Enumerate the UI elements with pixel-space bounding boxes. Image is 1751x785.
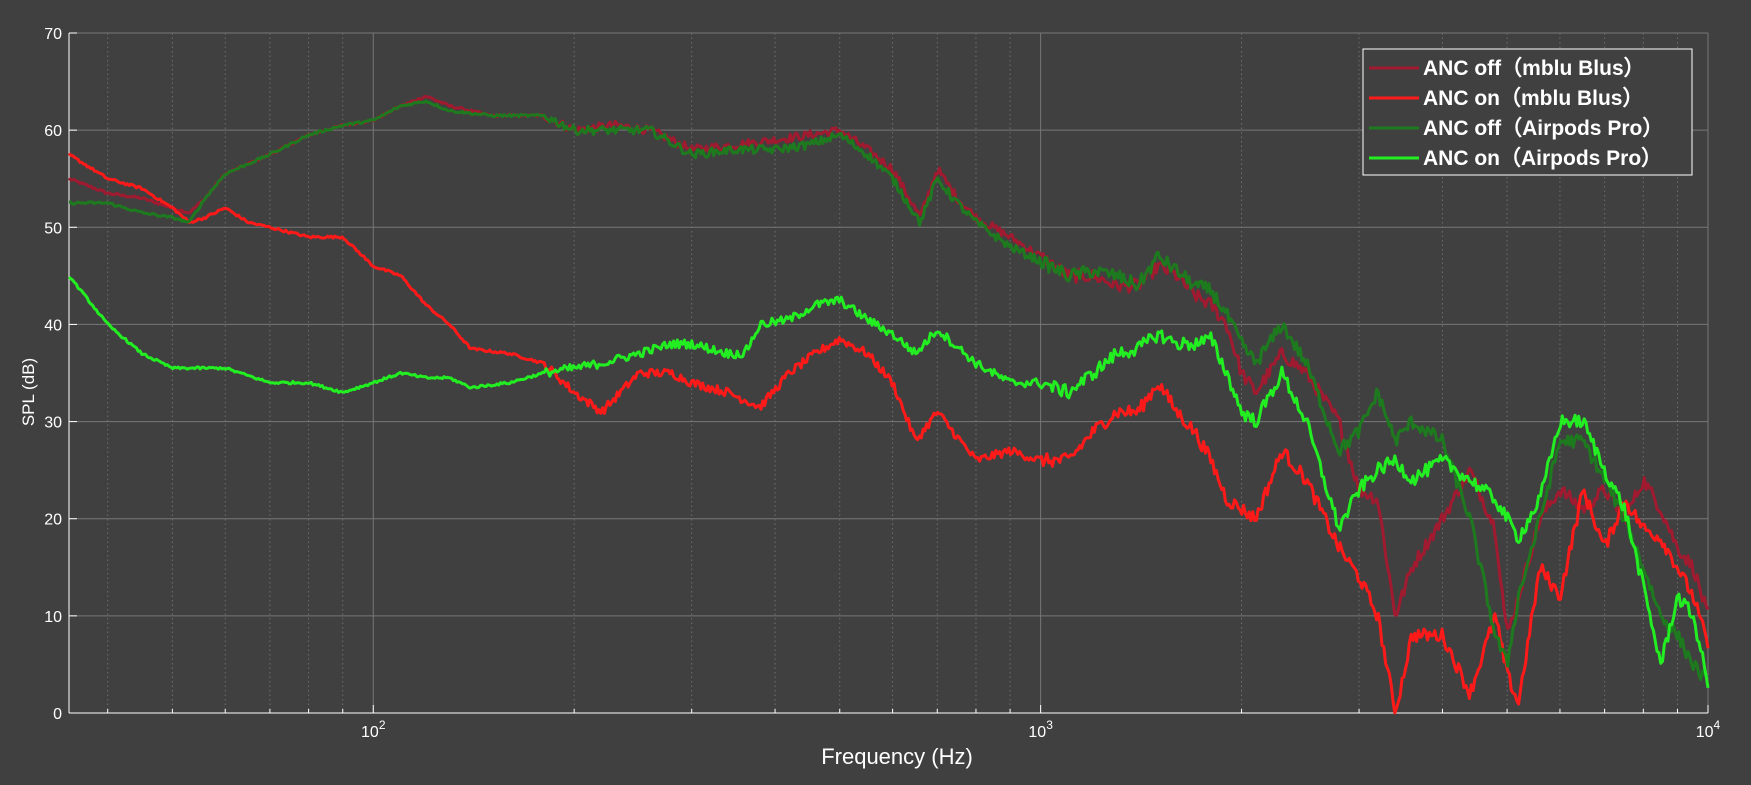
series-line-4: [67, 276, 1710, 689]
x-tick-label: 102: [361, 718, 386, 741]
y-axis-label: SPL (dB): [19, 358, 38, 426]
series-line-3: [68, 99, 1709, 682]
y-tick-labels: 0 10 20 30 40 50 60 70: [44, 26, 62, 723]
y-tick-label: 0: [53, 706, 62, 723]
legend: ANC off（mblu Blus） ANC on（mblu Blus） ANC o…: [1362, 48, 1693, 176]
y-tick-label: 50: [44, 220, 62, 237]
plot-frame: [68, 32, 1709, 714]
legend-entry-4: ANC on（Airpods Pro）: [1423, 146, 1662, 170]
x-tick-label: 103: [1028, 718, 1053, 741]
y-tick-label: 30: [44, 415, 62, 432]
x-axis-label: Frequency (Hz): [821, 744, 973, 769]
legend-entry-3: ANC off（Airpods Pro）: [1423, 116, 1663, 140]
y-tick-label: 40: [44, 317, 62, 334]
y-tick-label: 10: [44, 609, 62, 626]
x-tick-labels: 102 103 104: [361, 718, 1721, 741]
legend-entry-2: ANC on（mblu Blus）: [1423, 86, 1644, 110]
y-tick-label: 60: [44, 123, 62, 140]
x-tick-label: 104: [1696, 718, 1721, 741]
y-tick-label: 70: [44, 26, 62, 43]
y-tick-label: 20: [44, 512, 62, 529]
series-line-2: [67, 152, 1710, 715]
series-group: [67, 94, 1710, 715]
legend-box: [1362, 48, 1693, 176]
legend-entry-1: ANC off（mblu Blus）: [1423, 56, 1645, 80]
